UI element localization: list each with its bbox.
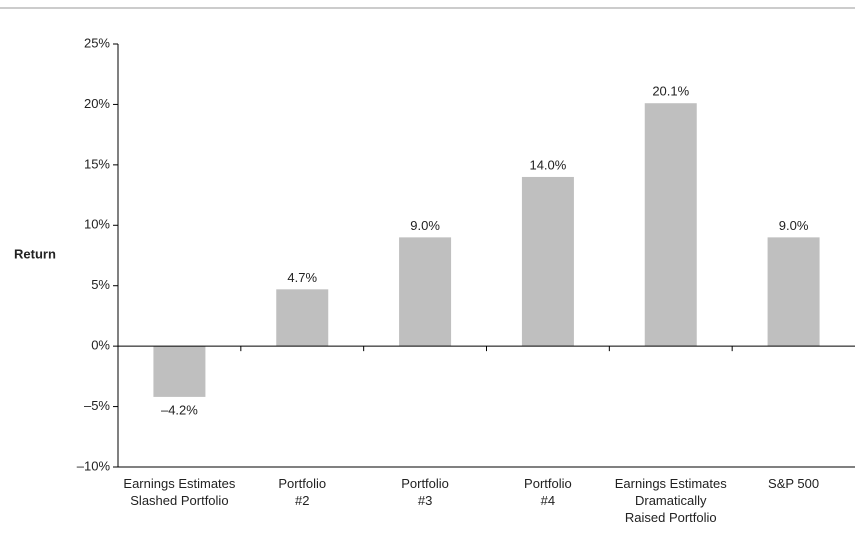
value-label: 9.0% — [779, 218, 809, 233]
value-label: 14.0% — [529, 157, 566, 172]
value-label: –4.2% — [161, 402, 198, 417]
y-tick-label: 15% — [84, 156, 110, 171]
y-tick-label: 10% — [84, 217, 110, 232]
value-label: 4.7% — [287, 270, 317, 285]
y-tick-label: 20% — [84, 96, 110, 111]
bar — [276, 289, 329, 347]
value-label: 9.0% — [410, 218, 440, 233]
x-tick-label: Earnings Estimates Slashed Portfolio — [123, 476, 236, 508]
y-axis-label: Return — [14, 246, 56, 261]
bar — [521, 176, 574, 347]
x-tick-label: S&P 500 — [768, 476, 820, 491]
x-tick-label: Portfolio #4 — [524, 476, 572, 508]
bar — [153, 346, 206, 397]
value-label: 20.1% — [652, 84, 689, 99]
bar — [644, 103, 697, 347]
x-tick-label: Portfolio #2 — [278, 476, 327, 508]
bar — [399, 237, 452, 347]
x-tick-label: Earnings Estimates Dramatically Raised P… — [614, 476, 727, 525]
x-tick-label: Portfolio #3 — [401, 476, 449, 508]
bar — [767, 237, 820, 347]
y-tick-label: –5% — [84, 398, 110, 413]
y-tick-label: 0% — [91, 338, 110, 353]
y-tick-label: 5% — [91, 277, 110, 292]
y-tick-label: –10% — [77, 458, 111, 473]
y-tick-label: 25% — [84, 35, 110, 50]
